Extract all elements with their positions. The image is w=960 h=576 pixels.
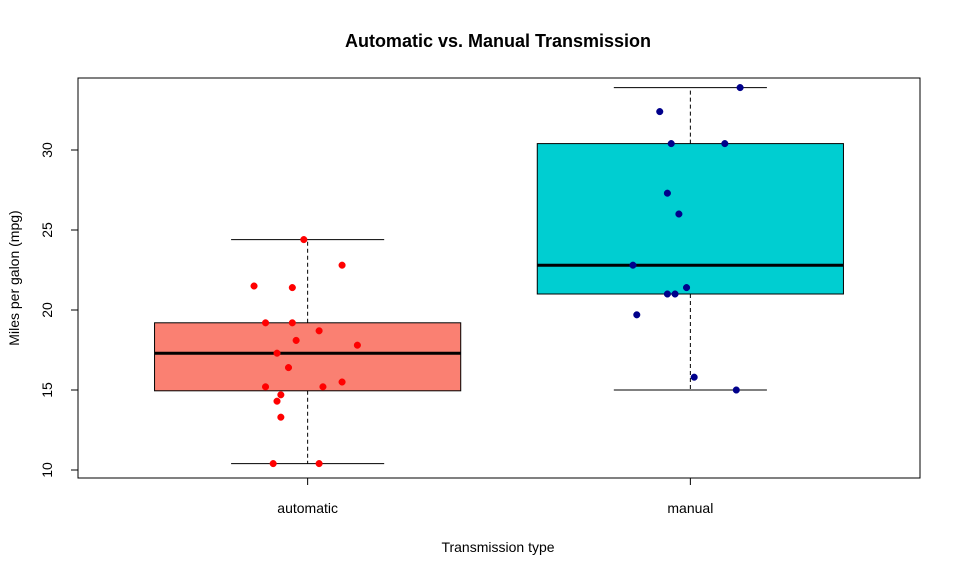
data-point	[690, 373, 698, 381]
data-point	[288, 284, 296, 292]
chart-title: Automatic vs. Manual Transmission	[345, 31, 651, 51]
x-tick-label: automatic	[277, 500, 338, 516]
data-point	[261, 319, 270, 327]
data-point	[261, 383, 270, 391]
y-tick-label: 10	[39, 462, 55, 478]
box-manual	[536, 143, 844, 295]
data-point	[732, 386, 740, 394]
data-point	[667, 140, 675, 148]
plot-area: 10 15 20 25 30 automatic manual	[39, 77, 921, 516]
data-point	[675, 210, 683, 218]
data-point	[633, 311, 641, 319]
box-automatic	[154, 322, 462, 392]
data-point	[663, 189, 671, 197]
data-point	[277, 413, 285, 421]
y-tick-label: 20	[39, 302, 55, 318]
data-point	[250, 282, 258, 290]
data-point	[338, 378, 346, 386]
data-point	[319, 383, 327, 391]
data-point	[629, 261, 637, 269]
data-point	[269, 460, 277, 468]
plot-border	[77, 77, 921, 479]
data-point	[663, 290, 671, 298]
y-axis-label: Miles per galon (mpg)	[6, 210, 22, 345]
y-tick-label: 30	[39, 142, 55, 158]
data-point	[682, 284, 691, 292]
data-point	[315, 327, 323, 335]
data-point	[300, 236, 308, 244]
data-point	[721, 140, 729, 148]
data-point	[273, 349, 281, 357]
data-point	[288, 319, 296, 327]
data-point	[315, 460, 323, 468]
x-tick-label: manual	[667, 500, 713, 516]
data-point	[736, 84, 744, 92]
data-point	[353, 341, 361, 349]
y-tick-label: 25	[39, 222, 55, 238]
x-axis-label: Transmission type	[441, 539, 554, 555]
data-point	[284, 364, 293, 372]
data-point	[671, 290, 679, 298]
data-point	[656, 108, 664, 116]
data-point	[273, 397, 281, 405]
y-tick-label: 15	[39, 382, 55, 398]
data-point	[277, 391, 285, 399]
data-point	[338, 261, 346, 269]
data-point	[292, 336, 300, 344]
